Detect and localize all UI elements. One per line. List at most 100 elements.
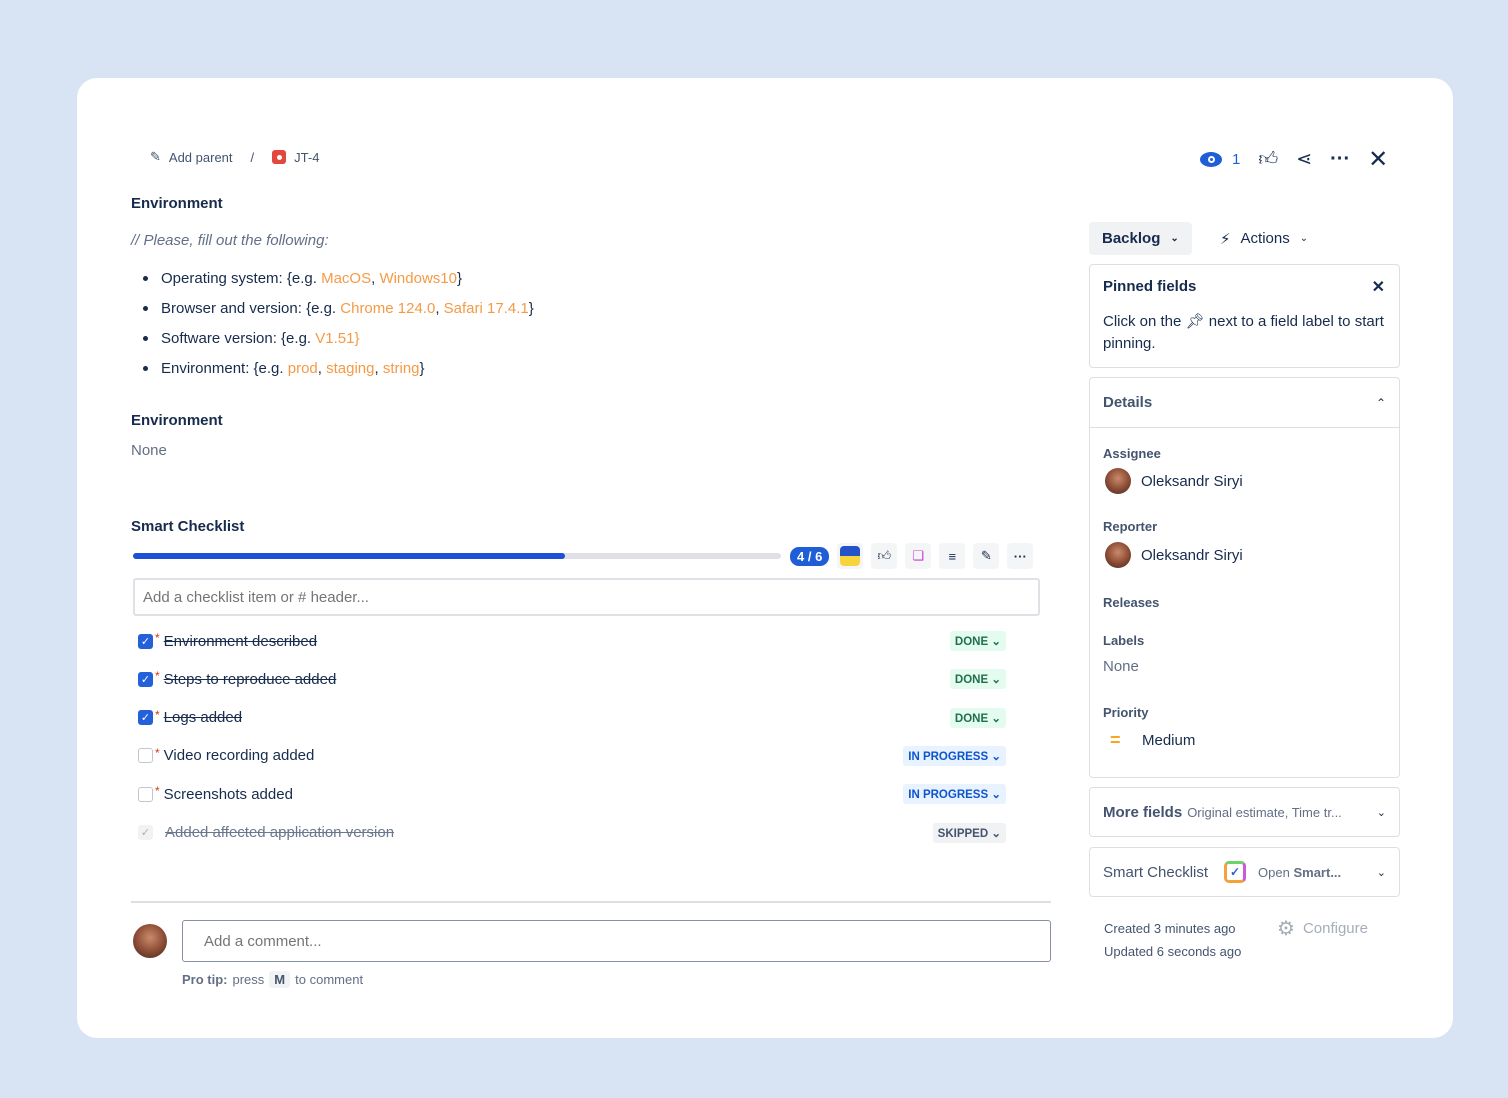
- status-dropdown[interactable]: DONE ⌄: [949, 669, 1006, 690]
- description-comment: // Please, fill out the following:: [131, 232, 329, 249]
- description-list: Operating system: {e.g. MacOS, Windows10…: [131, 263, 534, 383]
- smart-checklist-panel[interactable]: Smart Checklist ✓ Open Smart... ⌄: [1089, 847, 1400, 897]
- lightning-icon: ⚡︎: [1220, 230, 1231, 248]
- checklist-item-text[interactable]: Screenshots added: [163, 785, 293, 803]
- status-dropdown[interactable]: Backlog ⌄: [1089, 222, 1192, 255]
- checkbox[interactable]: [138, 786, 153, 802]
- example-value: V1.51}: [315, 329, 360, 347]
- pro-tip-text-end: to comment: [295, 972, 364, 987]
- edit-icon[interactable]: ✎: [973, 543, 1000, 569]
- timestamps: Created 3 minutes ago Updated 6 seconds …: [1104, 917, 1241, 963]
- comment-input[interactable]: [182, 920, 1051, 962]
- status-dropdown[interactable]: SKIPPED ⌄: [932, 822, 1006, 843]
- eye-icon: [1200, 152, 1222, 167]
- pinned-title: Pinned fields: [1103, 278, 1197, 295]
- example-value: Safari 17.4.1: [443, 299, 529, 317]
- checklist-item-text[interactable]: Environment described: [163, 632, 318, 650]
- status-label: Backlog: [1102, 230, 1161, 247]
- pin-icon: 📌︎: [1185, 313, 1205, 330]
- ukraine-flag-icon[interactable]: [837, 543, 864, 569]
- share-icon[interactable]: ⋖: [1296, 149, 1313, 170]
- checklist-item-text[interactable]: Logs added: [163, 709, 243, 727]
- more-options-icon[interactable]: ···: [1007, 543, 1034, 569]
- details-panel: Details ⌃ Assignee Oleksandr Siryi Repor…: [1089, 377, 1400, 778]
- details-header[interactable]: Details ⌃: [1090, 378, 1399, 428]
- divider: [131, 901, 1051, 903]
- environment-value: None: [131, 442, 167, 459]
- actions-label: Actions: [1240, 230, 1290, 247]
- required-marker: *: [155, 707, 160, 722]
- pro-tip-text: press: [232, 972, 265, 987]
- thumbs-up-icon[interactable]: 👍︎: [871, 543, 898, 569]
- priority-medium-icon: =: [1110, 730, 1121, 750]
- top-actions: 1 👍︎ ⋖ ··· ✕: [1200, 145, 1388, 174]
- reporter-field[interactable]: Oleksandr Siryi: [1105, 542, 1243, 568]
- checklist-item-text[interactable]: Added affected application version: [165, 824, 395, 841]
- smart-title: Smart Checklist: [1103, 863, 1209, 881]
- status-dropdown[interactable]: IN PROGRESS ⌄: [903, 784, 1006, 805]
- example-value: staging: [326, 359, 375, 377]
- issue-key-link[interactable]: JT-4: [294, 149, 320, 165]
- priority-field[interactable]: = Medium: [1110, 730, 1195, 751]
- checklist-item: ✓ * Steps to reproduce added DONE ⌄: [138, 666, 1006, 692]
- description-heading: Environment: [131, 195, 223, 212]
- labels-value[interactable]: None: [1103, 658, 1139, 675]
- breadcrumb-separator: /: [250, 149, 255, 165]
- created-text: Created 3 minutes ago: [1104, 921, 1236, 936]
- reporter-name: Oleksandr Siryi: [1141, 546, 1243, 564]
- configure-button[interactable]: ⚙ Configure: [1277, 916, 1368, 941]
- example-value: Windows10: [379, 269, 457, 287]
- like-icon[interactable]: 👍︎: [1258, 149, 1279, 170]
- priority-value: Medium: [1142, 732, 1196, 749]
- more-fields-panel[interactable]: More fields Original estimate, Time tr..…: [1089, 787, 1400, 837]
- description-item: Operating system: {e.g. MacOS, Windows10…: [131, 263, 534, 293]
- environment-heading: Environment: [131, 412, 223, 429]
- status-dropdown[interactable]: IN PROGRESS ⌄: [903, 745, 1006, 766]
- checkbox[interactable]: ✓: [138, 671, 153, 687]
- more-icon[interactable]: ···: [1330, 148, 1351, 170]
- more-fields-title: More fields: [1103, 803, 1183, 821]
- example-value: Chrome 124.0: [340, 299, 436, 317]
- open-smart-link[interactable]: Open Smart...: [1258, 864, 1342, 880]
- reporter-label: Reporter: [1103, 519, 1158, 534]
- status-dropdown[interactable]: DONE ⌄: [949, 707, 1006, 728]
- checkbox[interactable]: [138, 748, 153, 764]
- checklist-toolbar: 4 / 6 👍︎ ❏ ≡ ✎ ···: [790, 543, 1034, 569]
- actions-dropdown[interactable]: ⚡︎ Actions ⌄: [1207, 222, 1321, 255]
- example-value: prod: [287, 359, 318, 377]
- filter-icon[interactable]: ≡: [939, 543, 966, 569]
- configure-label: Configure: [1302, 920, 1368, 937]
- checkbox[interactable]: ✓: [138, 825, 153, 840]
- chevron-down-icon: ⌄: [1376, 866, 1386, 879]
- checkbox[interactable]: ✓: [138, 710, 153, 726]
- avatar: [1105, 542, 1131, 568]
- assignee-field[interactable]: Oleksandr Siryi: [1105, 468, 1243, 494]
- gear-icon: ⚙: [1277, 918, 1295, 940]
- pro-tip: Pro tip: press M to comment: [182, 971, 363, 988]
- bug-icon: [272, 150, 287, 164]
- chevron-down-icon: ⌄: [1299, 233, 1309, 244]
- close-icon[interactable]: ✕: [1371, 279, 1385, 296]
- pro-tip-label: Pro tip:: [182, 972, 228, 987]
- status-dropdown[interactable]: DONE ⌄: [949, 631, 1006, 651]
- example-value: MacOS: [321, 269, 372, 287]
- checklist-progress-bar: [133, 553, 781, 559]
- close-icon[interactable]: ✕: [1368, 146, 1389, 173]
- checklist-item: ✓ Added affected application version SKIPP…: [138, 820, 1006, 846]
- checklist-add-input[interactable]: [133, 578, 1040, 616]
- checklist-item: * Screenshots added IN PROGRESS ⌄: [138, 781, 1006, 807]
- checklist-item: ✓ * Environment described DONE ⌄: [138, 628, 1006, 654]
- user-avatar: [133, 924, 167, 958]
- description-item: Browser and version: {e.g. Chrome 124.0,…: [131, 293, 534, 323]
- checkbox[interactable]: ✓: [138, 633, 153, 649]
- add-parent-link[interactable]: Add parent: [168, 149, 233, 165]
- chevron-down-icon: ⌄: [1376, 806, 1386, 819]
- templates-icon[interactable]: ❏: [905, 543, 932, 569]
- checklist-item-text[interactable]: Steps to reproduce added: [163, 670, 337, 688]
- description-item: Environment: {e.g. prod, staging, string…: [131, 353, 534, 383]
- checklist-item-text[interactable]: Video recording added: [163, 747, 315, 765]
- details-title: Details: [1103, 394, 1153, 411]
- watch-button[interactable]: 1: [1200, 151, 1240, 168]
- breadcrumb: ✎ Add parent / JT-4: [150, 149, 319, 165]
- required-marker: *: [155, 631, 160, 645]
